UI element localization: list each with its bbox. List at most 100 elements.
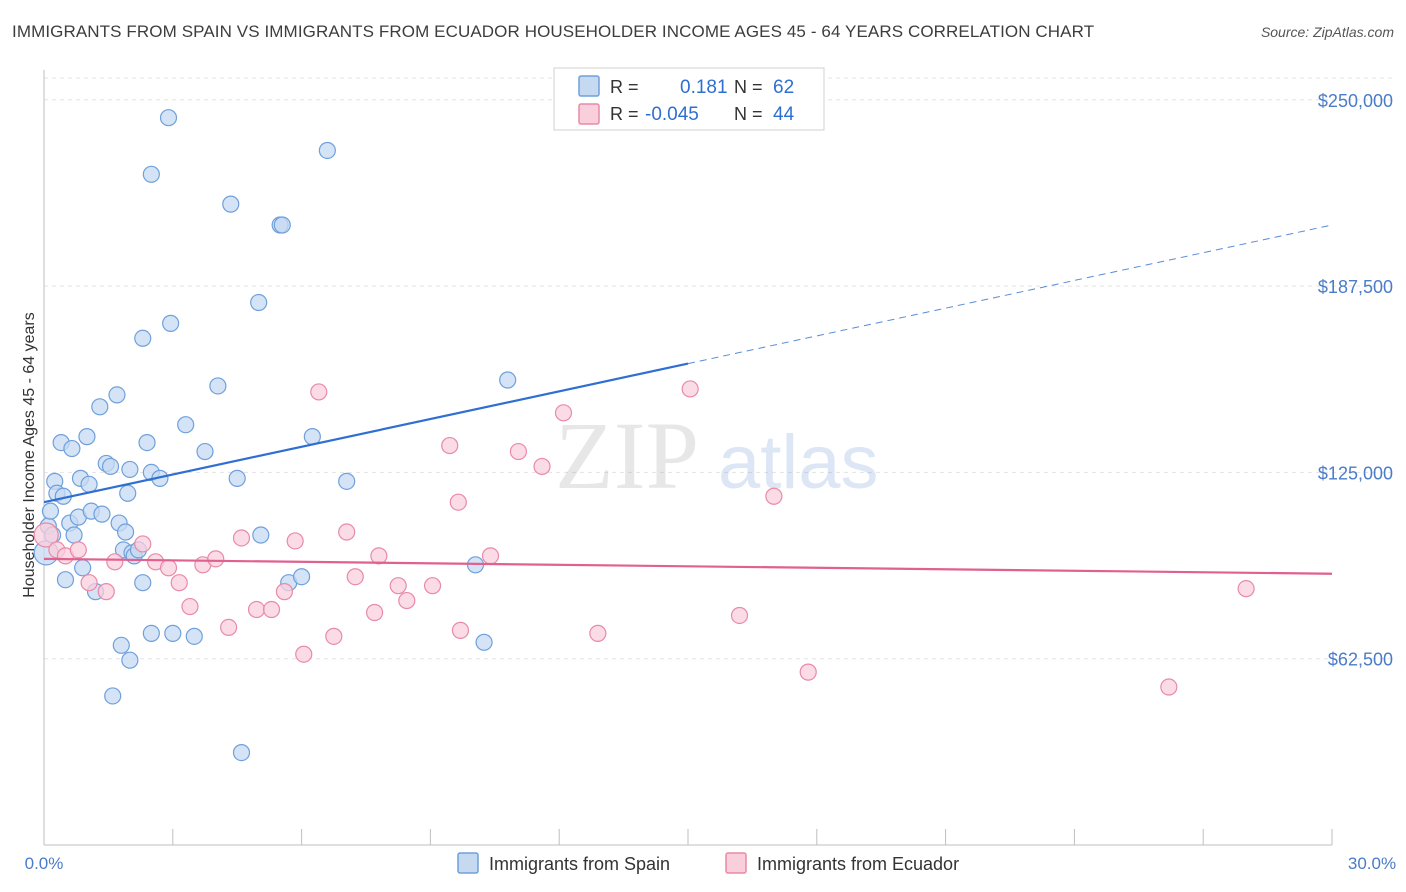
y-tick-label-3: $250,000 [1318, 91, 1393, 111]
ecuador-point-27 [389, 577, 407, 595]
spain-point-49 [222, 195, 240, 213]
spain-point-46 [185, 627, 203, 645]
ecuador-point-3 [69, 541, 87, 559]
legend-n-value-spain: 62 [773, 77, 794, 98]
ecuador-point-23 [338, 523, 356, 541]
spain-point-51 [232, 743, 251, 762]
ecuador-point-29 [423, 577, 442, 595]
spain-point-59 [318, 141, 336, 160]
ecuador-point-25 [365, 603, 384, 622]
ecuador-point-7 [134, 535, 152, 553]
ecuador-point-31 [449, 493, 467, 511]
spain-point-31 [121, 460, 139, 479]
spain-point-10 [63, 439, 81, 458]
spain-point-14 [74, 559, 92, 577]
spain-point-53 [252, 526, 270, 544]
ecuador-point-9 [159, 559, 178, 577]
ecuador-point-11 [181, 597, 199, 616]
spain-point-43 [162, 314, 180, 332]
spain-point-11 [65, 526, 83, 544]
ecuador-point-34 [509, 442, 528, 461]
spain-point-15 [78, 428, 96, 446]
chart-title: IMMIGRANTS FROM SPAIN VS IMMIGRANTS FROM… [12, 22, 1095, 41]
legend-n-value-ecuador: 44 [773, 104, 795, 125]
ecuador-point-37 [589, 624, 607, 642]
spain-point-36 [134, 574, 152, 592]
spain-point-52 [250, 293, 268, 312]
legend-swatch-ecuador [578, 103, 600, 125]
spain-point-8 [56, 571, 75, 589]
watermark-zip: ZIP [555, 402, 699, 509]
spain-point-47 [196, 442, 214, 461]
ecuador-point-13 [207, 550, 225, 568]
spain-point-20 [93, 505, 111, 523]
ecuador-point-39 [730, 606, 749, 625]
legend-swatch-spain [578, 75, 600, 97]
spain-point-42 [159, 109, 178, 127]
series-spain-points [33, 109, 517, 762]
spain-point-48 [209, 377, 227, 395]
ecuador-point-26 [370, 547, 388, 565]
legend-n-label-ecuador: N = [734, 104, 763, 124]
spain-point-60 [338, 472, 356, 490]
ecuador-point-10 [170, 574, 188, 592]
spain-point-24 [108, 386, 126, 404]
bottom-legend-swatch-spain [457, 852, 479, 874]
trend-line-ecuador [43, 557, 1333, 575]
spain-point-22 [101, 457, 120, 476]
ecuador-point-19 [286, 532, 304, 550]
legend-r-value-ecuador: -0.045 [645, 104, 699, 125]
bottom-legend-swatch-ecuador [725, 852, 747, 874]
correlation-legend: R = 0.181 N = 62 R = -0.045 N = 44 [553, 67, 825, 131]
y-tick-label-1: $125,000 [1318, 463, 1393, 483]
spain-point-57 [293, 568, 311, 586]
ecuador-point-5 [97, 583, 115, 601]
spain-point-55 [273, 216, 291, 234]
legend-r-value-spain: 0.181 [680, 77, 728, 98]
watermark: ZIP atlas [555, 402, 879, 509]
ecuador-point-33 [481, 547, 500, 565]
spain-point-39 [142, 624, 160, 642]
ecuador-point-17 [262, 600, 281, 619]
spain-point-16 [80, 475, 98, 493]
spain-point-28 [116, 523, 135, 541]
ecuador-point-41 [799, 663, 817, 681]
spain-point-45 [177, 416, 195, 434]
watermark-atlas: atlas [718, 420, 879, 505]
spain-point-40 [142, 165, 160, 183]
ecuador-point-32 [451, 621, 470, 639]
ecuador-point-21 [310, 383, 328, 401]
x-tick-label-min: 0.0% [25, 854, 64, 873]
ecuador-point-38 [681, 380, 699, 398]
spain-point-23 [104, 687, 122, 705]
spain-point-19 [91, 398, 109, 416]
x-ticks [43, 829, 1333, 845]
spain-point-29 [121, 651, 139, 669]
spain-point-44 [164, 624, 182, 642]
ecuador-point-30 [441, 436, 459, 455]
ecuador-point-43 [1237, 580, 1255, 598]
legend-r-label-ecuador: R = [610, 104, 639, 124]
trend-line-spain [43, 362, 689, 504]
ecuador-point-42 [1160, 678, 1178, 696]
bottom-legend-label-ecuador: Immigrants from Ecuador [757, 854, 959, 874]
spain-point-2 [41, 502, 60, 520]
source-note: Source: ZipAtlas.com [1260, 24, 1394, 40]
ecuador-point-40 [765, 487, 783, 505]
series-legend: Immigrants from Spain Immigrants from Ec… [457, 852, 959, 874]
ecuador-point-4 [80, 574, 98, 592]
spain-point-62 [475, 633, 493, 651]
spain-point-35 [134, 329, 152, 347]
spain-point-30 [119, 484, 137, 502]
ecuador-point-22 [325, 627, 343, 645]
y-tick-label-2: $187,500 [1318, 277, 1393, 297]
ecuador-point-20 [295, 645, 313, 663]
legend-n-label-spain: N = [734, 77, 763, 97]
ecuador-point-36 [554, 404, 573, 422]
ecuador-point-0 [33, 522, 59, 548]
series-ecuador-points [33, 380, 1255, 696]
ecuador-point-28 [398, 591, 416, 610]
ecuador-point-24 [346, 568, 364, 586]
spain-point-50 [228, 469, 246, 487]
